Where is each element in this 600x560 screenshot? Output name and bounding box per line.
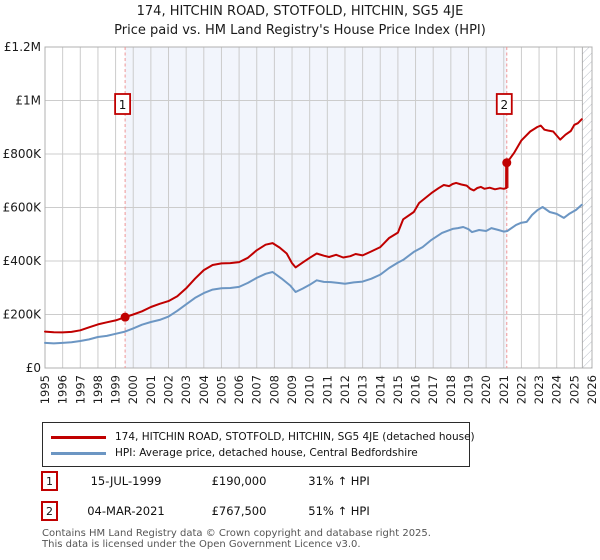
svg-text:£0: £0 <box>26 361 41 375</box>
chart-legend: 174, HITCHIN ROAD, STOTFOLD, HITCHIN, SG… <box>42 422 475 467</box>
svg-text:2013: 2013 <box>356 375 370 404</box>
svg-text:2004: 2004 <box>197 375 211 404</box>
svg-text:2021: 2021 <box>497 375 511 404</box>
svg-text:1: 1 <box>119 98 127 112</box>
svg-text:2018: 2018 <box>444 375 458 404</box>
svg-text:2001: 2001 <box>144 375 158 404</box>
footer-line-1: Contains HM Land Registry data © Crown c… <box>42 528 431 539</box>
svg-text:2024: 2024 <box>550 375 564 404</box>
license-footer: Contains HM Land Registry data © Crown c… <box>42 528 431 550</box>
property-line-swatch <box>51 435 106 439</box>
sale-2-number-badge: 2 <box>41 501 58 521</box>
svg-text:£600K: £600K <box>3 201 43 215</box>
svg-text:2019: 2019 <box>461 375 475 404</box>
svg-text:£400K: £400K <box>3 254 43 268</box>
svg-text:2016: 2016 <box>409 375 423 404</box>
svg-text:1997: 1997 <box>73 375 87 404</box>
svg-text:2009: 2009 <box>285 375 299 404</box>
footer-line-2: This data is licensed under the Open Gov… <box>42 538 361 550</box>
page-subtitle: Price paid vs. HM Land Registry's House … <box>114 23 486 38</box>
svg-text:2012: 2012 <box>338 375 352 404</box>
svg-text:2006: 2006 <box>232 375 246 404</box>
svg-text:2000: 2000 <box>126 375 140 404</box>
sale-1-hpi-change: 31% ↑ HPI <box>308 474 370 488</box>
svg-text:2003: 2003 <box>179 375 193 404</box>
svg-text:2022: 2022 <box>514 375 528 404</box>
sale-2-price: £767,500 <box>211 504 267 518</box>
sale-1-price: £190,000 <box>211 474 267 488</box>
sale-1-date: 15-JUL-1999 <box>90 474 162 488</box>
svg-text:2011: 2011 <box>320 375 334 404</box>
svg-text:2002: 2002 <box>162 375 176 404</box>
sale-2-hpi-change: 51% ↑ HPI <box>308 504 370 518</box>
svg-text:£200K: £200K <box>3 308 43 322</box>
svg-text:1996: 1996 <box>56 375 70 404</box>
legend-label-property: 174, HITCHIN ROAD, STOTFOLD, HITCHIN, SG… <box>115 431 475 443</box>
svg-text:2015: 2015 <box>391 375 405 404</box>
sale-row-2: 2 04-MAR-2021 £767,500 51% ↑ HPI <box>41 501 394 521</box>
svg-text:£800K: £800K <box>3 147 43 161</box>
legend-label-hpi: HPI: Average price, detached house, Cent… <box>115 447 418 459</box>
svg-text:2: 2 <box>500 98 508 112</box>
svg-text:2026: 2026 <box>585 375 599 404</box>
svg-text:2014: 2014 <box>373 375 387 404</box>
svg-text:£1.2M: £1.2M <box>4 42 41 54</box>
sale-1-number-badge: 1 <box>41 471 58 491</box>
svg-text:2008: 2008 <box>267 375 281 404</box>
svg-text:2017: 2017 <box>426 375 440 404</box>
svg-text:£1M: £1M <box>15 94 41 108</box>
sale-2-date: 04-MAR-2021 <box>87 504 165 518</box>
svg-text:2005: 2005 <box>214 375 228 404</box>
sale-row-1: 1 15-JUL-1999 £190,000 31% ↑ HPI <box>41 471 394 491</box>
svg-text:2025: 2025 <box>567 375 581 404</box>
svg-text:2020: 2020 <box>479 375 493 404</box>
svg-text:2007: 2007 <box>250 375 264 404</box>
svg-text:2023: 2023 <box>532 375 546 404</box>
legend-item-property: 174, HITCHIN ROAD, STOTFOLD, HITCHIN, SG… <box>51 429 475 445</box>
svg-text:1998: 1998 <box>91 375 105 404</box>
hpi-line-swatch <box>51 451 106 455</box>
svg-text:1995: 1995 <box>38 375 52 404</box>
legend-item-hpi: HPI: Average price, detached house, Cent… <box>51 445 465 461</box>
svg-text:1999: 1999 <box>109 375 123 404</box>
svg-text:2010: 2010 <box>303 375 317 404</box>
page-title: 174, HITCHIN ROAD, STOTFOLD, HITCHIN, SG… <box>136 4 464 19</box>
